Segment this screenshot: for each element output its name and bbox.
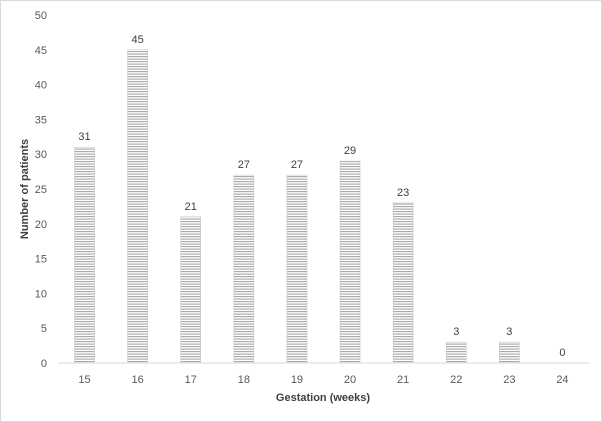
x-tick-label: 15 — [78, 374, 90, 386]
y-tick-label: 35 — [35, 114, 47, 126]
x-tick-label: 22 — [450, 374, 462, 386]
y-tick-label: 30 — [35, 149, 47, 161]
x-tick-label: 18 — [238, 374, 250, 386]
data-labels: 31 45 21 27 27 29 23 3 3 0 — [78, 34, 565, 359]
x-tick-label: 19 — [291, 374, 303, 386]
data-label-15: 31 — [78, 131, 90, 143]
y-tick-label: 5 — [41, 323, 47, 335]
data-label-20: 29 — [344, 145, 356, 157]
y-tick-label: 50 — [35, 10, 47, 22]
bar-21 — [392, 202, 414, 364]
x-tick-label: 20 — [344, 374, 356, 386]
bar-22 — [446, 341, 467, 364]
bars — [74, 49, 520, 364]
data-label-22: 3 — [453, 326, 459, 338]
bar-15 — [74, 146, 95, 364]
data-label-23: 3 — [506, 326, 512, 338]
y-axis-title: Number of patients — [19, 139, 31, 239]
x-tick-label: 16 — [132, 374, 144, 386]
data-label-16: 45 — [132, 34, 144, 46]
y-tick-label: 45 — [35, 45, 47, 57]
y-tick-label: 0 — [41, 358, 47, 370]
data-label-18: 27 — [238, 159, 250, 171]
x-tick-label: 23 — [503, 374, 515, 386]
x-axis-title: Gestation (weeks) — [276, 392, 370, 404]
y-tick-label: 25 — [35, 184, 47, 196]
x-tick-label: 21 — [397, 374, 409, 386]
bar-17 — [180, 216, 201, 364]
y-tick-label: 10 — [35, 288, 47, 300]
bar-18 — [233, 174, 255, 364]
y-tick-label: 15 — [35, 254, 47, 266]
data-label-21: 23 — [397, 187, 409, 199]
y-axis-ticks: 0 5 10 15 20 25 30 35 40 45 50 — [35, 10, 47, 370]
bar-16 — [127, 49, 148, 364]
bar-19 — [286, 174, 308, 364]
data-label-24: 0 — [559, 347, 565, 359]
data-label-17: 21 — [185, 201, 197, 213]
x-tick-label: 24 — [556, 374, 568, 386]
y-tick-label: 40 — [35, 80, 47, 92]
bar-20 — [339, 160, 361, 364]
y-tick-label: 20 — [35, 219, 47, 231]
x-tick-label: 17 — [185, 374, 197, 386]
bar-23 — [499, 341, 520, 364]
x-axis-ticks: 15 16 17 18 19 20 21 22 23 24 — [78, 374, 568, 386]
data-label-19: 27 — [291, 159, 303, 171]
